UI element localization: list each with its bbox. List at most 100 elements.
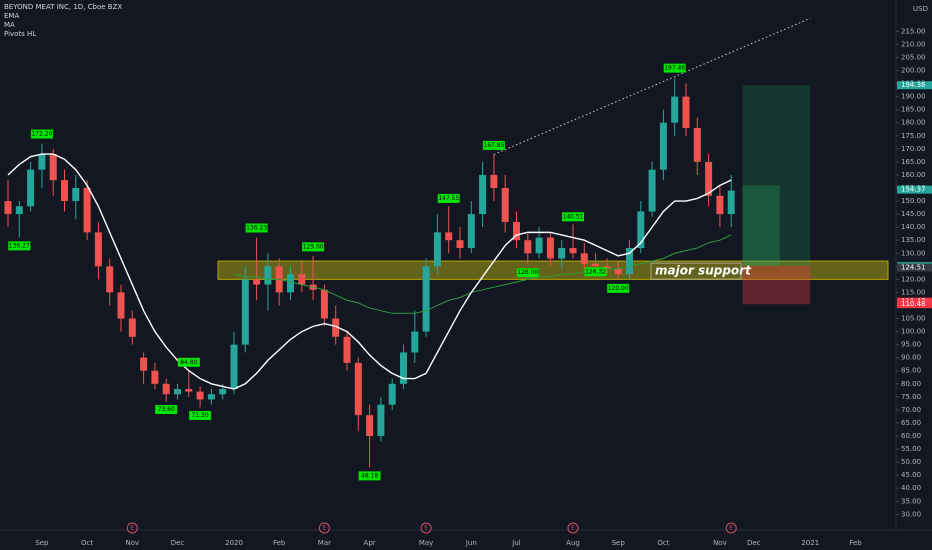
y-tick-label: 100.00 <box>901 328 926 336</box>
position-stop <box>742 265 811 305</box>
y-tick-label: 60.00 <box>901 432 921 440</box>
ma-line <box>233 234 732 314</box>
x-tick-label: Jun <box>465 539 477 547</box>
price-tag <box>897 81 932 90</box>
candle-body <box>241 279 249 345</box>
candle-body <box>693 127 701 162</box>
candle-body <box>61 180 68 202</box>
earnings-label: E <box>323 525 327 532</box>
earnings-marker <box>567 522 579 534</box>
candle-body <box>490 174 498 188</box>
candle-body <box>196 391 204 400</box>
earnings-label: E <box>571 525 575 532</box>
candle-body <box>637 211 645 249</box>
candle-body <box>49 154 57 181</box>
candle-body <box>513 221 520 241</box>
candle-body <box>298 274 306 285</box>
candle-body <box>366 415 374 437</box>
candle-body <box>332 318 340 337</box>
support-label: major support <box>655 264 752 278</box>
y-tick-label: 50.00 <box>901 458 921 466</box>
y-tick-label: 165.00 <box>901 158 926 166</box>
candle-body <box>411 331 419 353</box>
candle-body <box>479 174 487 215</box>
chart-title: BEYOND MEAT INC, 1D, Cboe BZX <box>4 3 122 11</box>
y-tick-label: 30.00 <box>901 510 921 518</box>
x-tick-label: Sep <box>35 539 49 547</box>
candle-body <box>705 161 713 196</box>
candle-body <box>320 289 328 319</box>
y-tick-label: 210.00 <box>901 40 926 48</box>
candle-body <box>72 187 80 202</box>
y-tick-label: 215.00 <box>901 27 926 35</box>
pivot-box <box>437 193 460 203</box>
pivot-box <box>30 129 53 139</box>
candle-body <box>456 240 464 249</box>
y-tick-label: 170.00 <box>901 145 926 153</box>
candle-body <box>185 389 193 392</box>
candle-body <box>603 266 611 269</box>
x-tick-label: Sep <box>612 539 626 547</box>
candle-body <box>15 206 23 215</box>
pivot-box <box>302 242 325 252</box>
indicator-label: EMA <box>4 12 19 20</box>
price-tag-label: 154.37 <box>901 186 926 194</box>
candle-body <box>230 344 238 390</box>
candle-body <box>388 383 396 405</box>
x-tick-label: May <box>419 539 433 547</box>
support-label-box <box>650 262 742 280</box>
pivot-box <box>607 283 630 293</box>
x-tick-label: Mar <box>318 539 331 547</box>
candle-body <box>716 195 724 215</box>
candle-body <box>174 389 181 395</box>
candle-body <box>501 187 509 222</box>
x-tick-label: Oct <box>657 539 669 547</box>
y-tick-label: 205.00 <box>901 53 926 61</box>
pivot-label: 129.00 <box>303 243 324 250</box>
y-tick-label: 145.00 <box>901 210 926 218</box>
candle-body <box>151 370 159 384</box>
pivot-box <box>482 140 505 150</box>
candle-body <box>524 240 532 254</box>
candle-body <box>614 268 622 275</box>
support-zone <box>217 260 889 280</box>
earnings-marker <box>318 522 330 534</box>
x-tick-label: Apr <box>364 539 376 547</box>
y-tick-label: 75.00 <box>901 393 921 401</box>
x-tick-label: Oct <box>81 539 93 547</box>
currency-label: USD <box>913 5 928 13</box>
trendline <box>493 17 811 155</box>
y-tick-label: 135.00 <box>901 236 926 244</box>
y-tick-label: 95.00 <box>901 341 921 349</box>
x-tick-label: Dec <box>747 539 761 547</box>
y-tick-label: 45.00 <box>901 471 921 479</box>
price-tag-label: 194.36 <box>901 81 926 89</box>
pivot-label: 84.80 <box>180 359 197 366</box>
candle-body <box>535 237 543 254</box>
y-tick-label: 200.00 <box>901 66 926 74</box>
y-tick-label: 190.00 <box>901 93 926 101</box>
x-tick-label: Jul <box>511 539 521 547</box>
y-tick-label: 175.00 <box>901 132 926 140</box>
y-tick-label: 35.00 <box>901 497 921 505</box>
y-tick-label: 130.00 <box>901 249 926 257</box>
earnings-label: E <box>130 525 134 532</box>
candle-body <box>558 248 566 259</box>
candle-body <box>117 292 125 319</box>
candle-body <box>727 190 735 215</box>
y-tick-label: 140.00 <box>901 223 926 231</box>
candle-body <box>207 394 215 400</box>
pivot-label: 120.00 <box>608 285 629 292</box>
candle-body <box>354 362 362 416</box>
price-tag <box>897 300 932 309</box>
pivot-box <box>663 63 686 73</box>
pivot-label: 140.51 <box>563 213 584 220</box>
candle-body <box>592 263 600 267</box>
candle-body <box>128 318 136 337</box>
y-tick-label: 150.00 <box>901 197 926 205</box>
price-tag <box>897 263 932 272</box>
x-tick-label: 2021 <box>801 539 819 547</box>
indicator-label: Pivots HL <box>4 30 36 38</box>
